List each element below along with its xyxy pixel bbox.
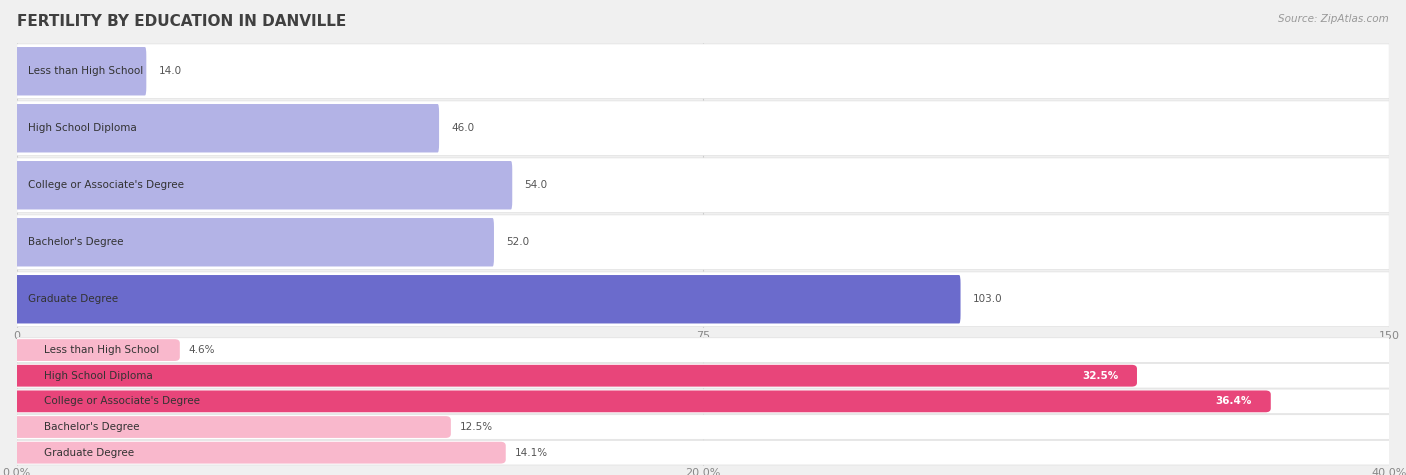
Text: High School Diploma: High School Diploma <box>45 370 153 381</box>
FancyBboxPatch shape <box>11 416 451 438</box>
Text: 36.4%: 36.4% <box>1216 396 1251 407</box>
Text: 32.5%: 32.5% <box>1081 370 1118 381</box>
Text: 54.0: 54.0 <box>524 180 548 190</box>
FancyBboxPatch shape <box>17 44 1389 99</box>
Text: 14.0: 14.0 <box>159 66 181 76</box>
FancyBboxPatch shape <box>11 365 1137 387</box>
FancyBboxPatch shape <box>11 339 180 361</box>
FancyBboxPatch shape <box>17 215 1389 270</box>
Text: 14.1%: 14.1% <box>515 447 547 458</box>
Text: Less than High School: Less than High School <box>45 345 159 355</box>
FancyBboxPatch shape <box>17 415 1389 439</box>
Text: Bachelor's Degree: Bachelor's Degree <box>28 237 124 247</box>
Text: 103.0: 103.0 <box>973 294 1002 304</box>
FancyBboxPatch shape <box>15 104 439 152</box>
FancyBboxPatch shape <box>17 389 1389 414</box>
FancyBboxPatch shape <box>15 275 960 323</box>
FancyBboxPatch shape <box>15 47 146 95</box>
Text: 12.5%: 12.5% <box>460 422 492 432</box>
Text: College or Associate's Degree: College or Associate's Degree <box>28 180 184 190</box>
FancyBboxPatch shape <box>17 338 1389 362</box>
Text: Graduate Degree: Graduate Degree <box>28 294 118 304</box>
Text: Graduate Degree: Graduate Degree <box>45 447 135 458</box>
Text: College or Associate's Degree: College or Associate's Degree <box>45 396 200 407</box>
Text: Less than High School: Less than High School <box>28 66 143 76</box>
Text: High School Diploma: High School Diploma <box>28 123 136 133</box>
Text: Source: ZipAtlas.com: Source: ZipAtlas.com <box>1278 14 1389 24</box>
FancyBboxPatch shape <box>15 218 494 266</box>
FancyBboxPatch shape <box>17 158 1389 213</box>
FancyBboxPatch shape <box>15 161 512 209</box>
FancyBboxPatch shape <box>17 272 1389 327</box>
FancyBboxPatch shape <box>11 390 1271 412</box>
FancyBboxPatch shape <box>17 363 1389 388</box>
Text: 52.0: 52.0 <box>506 237 530 247</box>
Text: FERTILITY BY EDUCATION IN DANVILLE: FERTILITY BY EDUCATION IN DANVILLE <box>17 14 346 29</box>
Text: 4.6%: 4.6% <box>188 345 215 355</box>
Text: 46.0: 46.0 <box>451 123 475 133</box>
Text: Bachelor's Degree: Bachelor's Degree <box>45 422 139 432</box>
FancyBboxPatch shape <box>17 440 1389 465</box>
FancyBboxPatch shape <box>11 442 506 464</box>
FancyBboxPatch shape <box>17 101 1389 156</box>
